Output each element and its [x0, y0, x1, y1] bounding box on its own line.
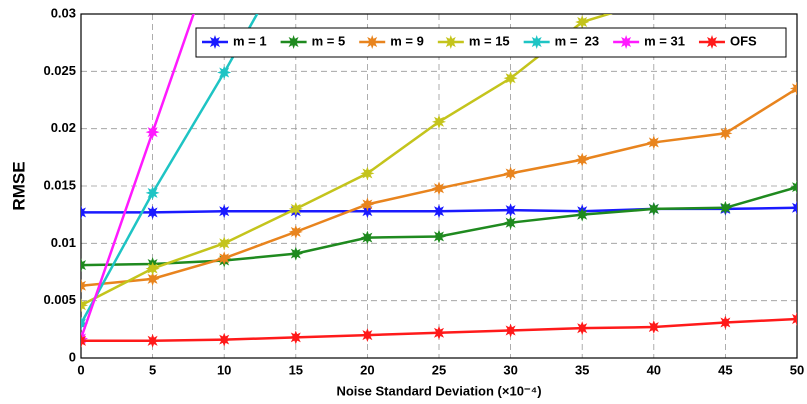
y-tick-label: 0.025: [43, 63, 76, 78]
legend-label: m = 9: [390, 33, 424, 48]
legend-marker: [443, 34, 458, 50]
data-point: [575, 15, 590, 29]
data-point: [360, 230, 375, 245]
x-tick-label: 20: [360, 362, 374, 377]
data-point: [718, 315, 733, 330]
x-tick-label: 5: [149, 362, 156, 377]
x-tick-label: 15: [289, 362, 303, 377]
data-point: [503, 166, 518, 181]
x-tick-label: 40: [647, 362, 661, 377]
data-point: [718, 126, 733, 141]
data-point: [575, 207, 590, 222]
legend-label: m = 1: [233, 33, 267, 48]
legend-marker: [705, 34, 719, 50]
data-point: [217, 251, 232, 266]
x-tick-label: 10: [217, 362, 231, 377]
data-point: [81, 258, 89, 273]
data-point: [288, 330, 303, 345]
y-tick-label: 0.03: [51, 5, 76, 20]
data-point: [718, 200, 733, 215]
y-axis-label: RMSE: [9, 161, 28, 210]
series-line: [81, 14, 259, 325]
data-point: [145, 205, 160, 220]
data-point: [217, 65, 232, 80]
data-point: [503, 323, 518, 338]
data-point: [217, 332, 232, 347]
data-point: [145, 271, 160, 286]
legend-marker: [208, 35, 222, 49]
data-point: [288, 201, 303, 216]
x-tick-label: 45: [718, 362, 732, 377]
x-tick-label: 50: [790, 362, 804, 377]
data-point: [81, 278, 89, 293]
data-point: [789, 312, 797, 326]
y-tick-label: 0.015: [43, 177, 76, 192]
data-point: [288, 224, 303, 239]
data-point: [789, 81, 797, 96]
data-point: [575, 152, 590, 167]
data-point: [431, 229, 447, 244]
legend-label: m = 5: [312, 33, 346, 48]
x-tick-label: 25: [432, 362, 446, 377]
data-point: [431, 181, 447, 196]
legend-label: m = 31: [644, 33, 685, 48]
x-axis-label: Noise Standard Deviation (×10⁻⁴): [336, 383, 541, 398]
data-point: [217, 204, 232, 219]
data-point: [217, 236, 232, 251]
legend-marker: [529, 34, 544, 50]
data-point: [789, 180, 797, 195]
data-point: [503, 71, 518, 86]
data-point: [431, 325, 447, 340]
legend-label: m = 23: [555, 33, 599, 48]
legend-marker: [619, 34, 634, 50]
data-point: [81, 298, 89, 313]
plot-area: [81, 0, 797, 348]
data-point: [360, 197, 375, 212]
data-point: [646, 320, 661, 334]
y-tick-label: 0.01: [51, 235, 76, 250]
legend-marker: [365, 34, 380, 50]
data-point: [646, 201, 661, 216]
y-tick-label: 0.02: [51, 120, 76, 135]
data-point: [81, 316, 88, 331]
data-point: [81, 333, 88, 348]
data-point: [503, 215, 518, 230]
data-point: [575, 321, 590, 336]
data-point: [503, 203, 518, 218]
data-point: [145, 261, 160, 276]
data-point: [145, 185, 160, 200]
data-point: [145, 125, 160, 140]
legend-marker: [286, 34, 301, 50]
x-tick-label: 35: [575, 362, 589, 377]
data-point: [81, 205, 89, 220]
data-point: [288, 246, 303, 261]
legend-label: m = 15: [469, 33, 510, 48]
data-point: [431, 114, 447, 129]
legend: m = 1 m = 5 m = 9 m = 15 m = 23 m = 31 OFS: [195, 27, 787, 58]
data-point: [648, 0, 659, 6]
y-tick-label: 0.005: [43, 292, 76, 307]
data-point: [360, 166, 375, 181]
legend-label: OFS: [730, 33, 757, 48]
data-point: [431, 204, 447, 219]
data-point: [789, 200, 797, 215]
data-point: [360, 328, 375, 343]
data-point: [646, 135, 661, 150]
x-tick-label: 30: [503, 362, 517, 377]
data-point: [145, 333, 160, 348]
y-tick-label: 0: [69, 349, 76, 364]
x-tick-label: 0: [77, 362, 84, 377]
